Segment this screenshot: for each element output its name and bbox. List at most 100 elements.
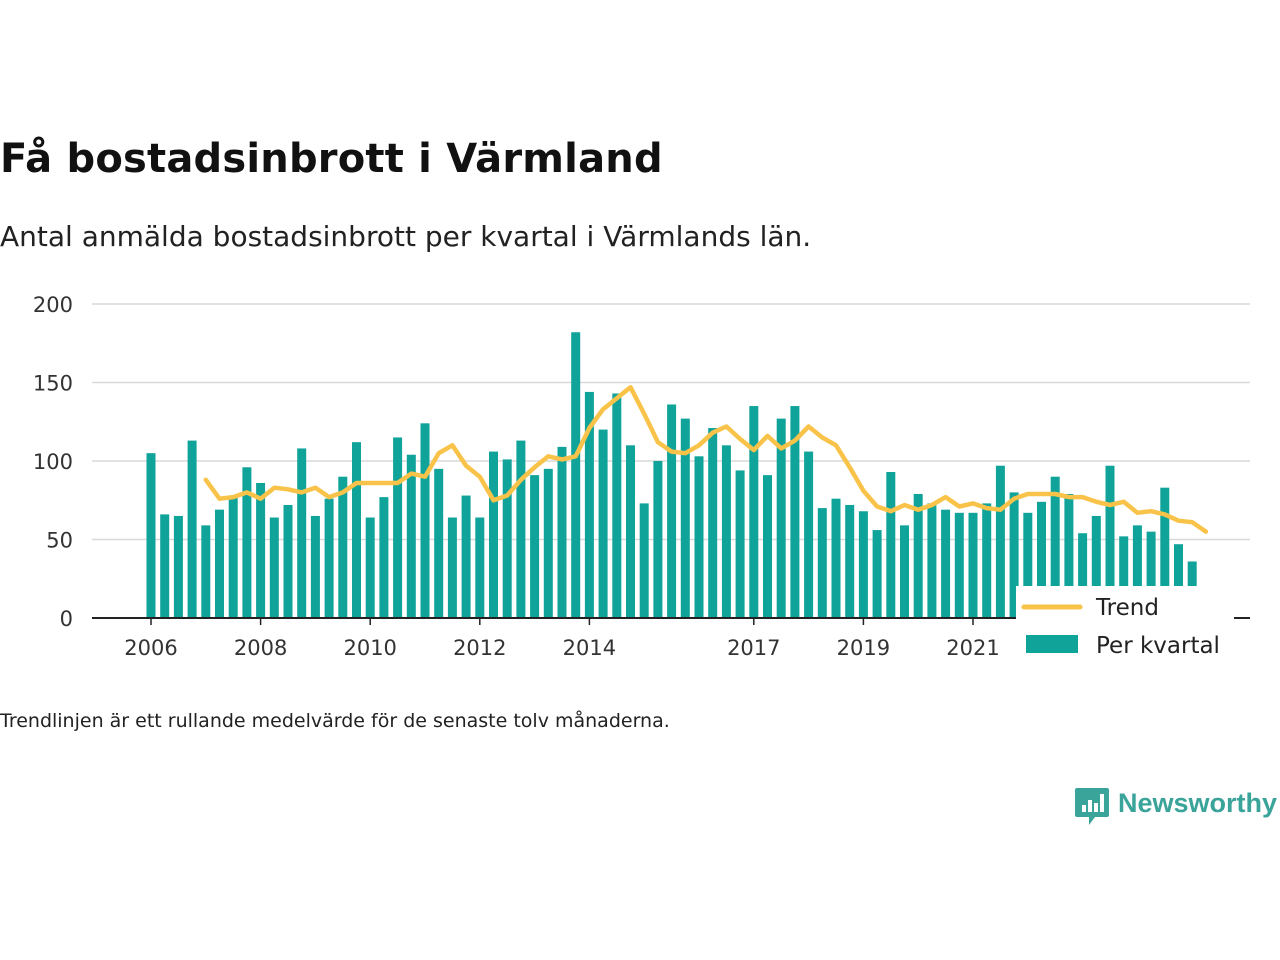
- bar: [1146, 531, 1156, 618]
- bar: [516, 440, 526, 618]
- bar: [721, 445, 731, 618]
- y-tick-label: 100: [33, 450, 73, 474]
- bar: [571, 332, 581, 618]
- bar: [475, 517, 485, 618]
- bar: [694, 456, 704, 618]
- bar: [557, 446, 567, 618]
- chart: 0 50 100 150 200 2006 2008 2010 2012 2014 2017 201…: [33, 293, 1250, 664]
- bar: [393, 437, 403, 618]
- bar: [776, 418, 786, 618]
- bar: [283, 504, 293, 618]
- bar: [1050, 476, 1060, 618]
- chart-subtitle: Antal anmälda bostadsinbrott per kvartal…: [0, 220, 812, 253]
- newsworthy-logo-icon: [1075, 788, 1109, 825]
- y-axis-ticks: 0 50 100 150 200: [33, 293, 73, 631]
- y-tick-label: 200: [33, 293, 73, 317]
- bar: [146, 453, 156, 618]
- x-tick-label: 2019: [837, 636, 890, 660]
- brand-name: Newsworthy: [1118, 788, 1278, 818]
- bar: [502, 459, 512, 618]
- bar: [831, 498, 841, 618]
- bar: [1078, 533, 1088, 618]
- bar: [420, 423, 430, 618]
- x-tick-label: 2021: [946, 636, 999, 660]
- bar: [900, 525, 909, 618]
- footnote: Trendlinjen är ett rullande medelvärde f…: [0, 710, 670, 732]
- bar: [1160, 487, 1170, 618]
- bar: [324, 498, 334, 618]
- bar: [187, 440, 197, 618]
- bar: [1174, 544, 1183, 618]
- bar: [1023, 512, 1033, 618]
- bar: [872, 530, 882, 618]
- legend-bar-label: Per kvartal: [1096, 633, 1220, 659]
- bar: [1132, 525, 1142, 618]
- bar: [406, 454, 416, 618]
- bar: [982, 503, 992, 618]
- bar: [1064, 493, 1074, 618]
- bar: [941, 509, 951, 618]
- bar: [790, 406, 800, 618]
- y-tick-label: 150: [33, 372, 73, 396]
- bar-series-per-kvartal: [146, 332, 1197, 618]
- bar: [913, 493, 923, 618]
- bar: [858, 511, 868, 618]
- bar: [228, 495, 238, 618]
- bar: [886, 471, 896, 618]
- x-tick-label: 2008: [234, 636, 287, 660]
- bar: [1037, 501, 1046, 618]
- bar: [365, 517, 375, 618]
- bar: [160, 514, 170, 618]
- bar: [461, 495, 471, 618]
- bar: [297, 448, 307, 618]
- bar: [584, 391, 594, 618]
- bar: [1091, 515, 1101, 618]
- bar: [612, 393, 622, 618]
- bar: [680, 418, 690, 618]
- bar: [1105, 465, 1115, 618]
- y-tick-label: 50: [46, 529, 73, 553]
- trend-line: [203, 384, 1209, 534]
- bar: [434, 468, 444, 618]
- bar: [735, 470, 745, 618]
- bar: [763, 475, 772, 618]
- bar: [530, 475, 540, 618]
- y-tick-label: 0: [60, 607, 73, 631]
- bar: [667, 404, 677, 618]
- bar: [310, 515, 320, 618]
- x-tick-label: 2014: [563, 636, 616, 660]
- bar: [352, 442, 361, 618]
- bar: [598, 429, 608, 618]
- bar: [804, 451, 814, 618]
- bar: [995, 465, 1005, 618]
- bar: [749, 406, 759, 618]
- bar: [201, 525, 211, 618]
- bar: [639, 503, 649, 618]
- bar: [242, 467, 252, 618]
- legend-trend-label: Trend: [1095, 595, 1159, 621]
- bar: [338, 476, 348, 618]
- x-tick-label: 2010: [343, 636, 396, 660]
- bar: [817, 508, 827, 618]
- bar: [543, 468, 553, 618]
- chart-title: Få bostadsinbrott i Värmland: [0, 136, 663, 182]
- x-tick-label: 2006: [124, 636, 177, 660]
- bar: [173, 515, 183, 618]
- legend-bar-swatch: [1026, 635, 1078, 653]
- bar: [379, 497, 389, 618]
- bar: [1009, 492, 1019, 618]
- bar: [626, 445, 635, 618]
- bar: [489, 451, 498, 618]
- bar: [708, 428, 718, 618]
- bar: [269, 517, 279, 618]
- bar: [447, 517, 457, 618]
- bar: [968, 512, 978, 618]
- bar: [256, 482, 266, 618]
- x-tick-label: 2017: [727, 636, 780, 660]
- bar: [653, 461, 663, 618]
- bar: [215, 509, 224, 618]
- brand-logo[interactable]: Newsworthy: [1072, 786, 1280, 828]
- line-series-trend: [203, 384, 1209, 534]
- bar: [1119, 536, 1129, 618]
- bar: [954, 512, 964, 618]
